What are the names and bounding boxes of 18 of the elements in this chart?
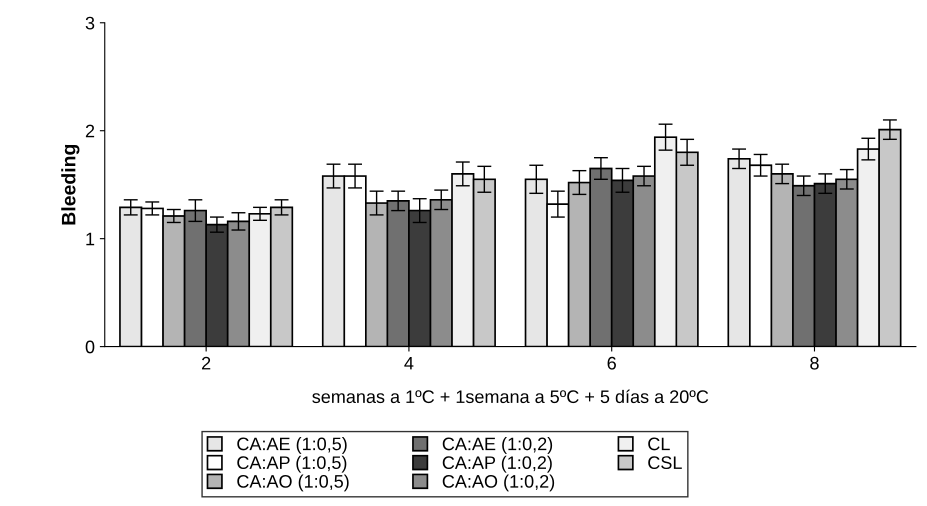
y-axis-title: Bleeding [61,144,80,224]
x-tick-label: 6 [608,356,616,370]
x-axis-title: semanas a 1ºC + 1semana a 5ºC + 5 días a 20ºC [312,390,708,404]
legend-label: CA:AE (1:0,5) [237,437,347,454]
x-tick-label: 2 [202,356,210,370]
x-tick-label: 4 [404,356,414,370]
legend-label: CSL [648,456,682,470]
y-tick-label: 3 [86,16,94,30]
legend-label: CL [648,438,670,450]
x-tick-label: 8 [810,356,819,370]
y-tick-label: 2 [86,124,94,138]
y-tick-label: 1 [86,232,94,246]
legend-label: CA:AE (1:0,2) [442,437,552,454]
y-tick-label: 0 [86,340,94,354]
legend-label: CA:AP (1:0,5) [237,456,346,473]
legend-label: CA:AP (1:0,2) [442,456,552,473]
legend-label: CA:AO (1:0,2) [442,474,554,492]
legend-label: CA:AO (1:0,5) [237,474,349,492]
